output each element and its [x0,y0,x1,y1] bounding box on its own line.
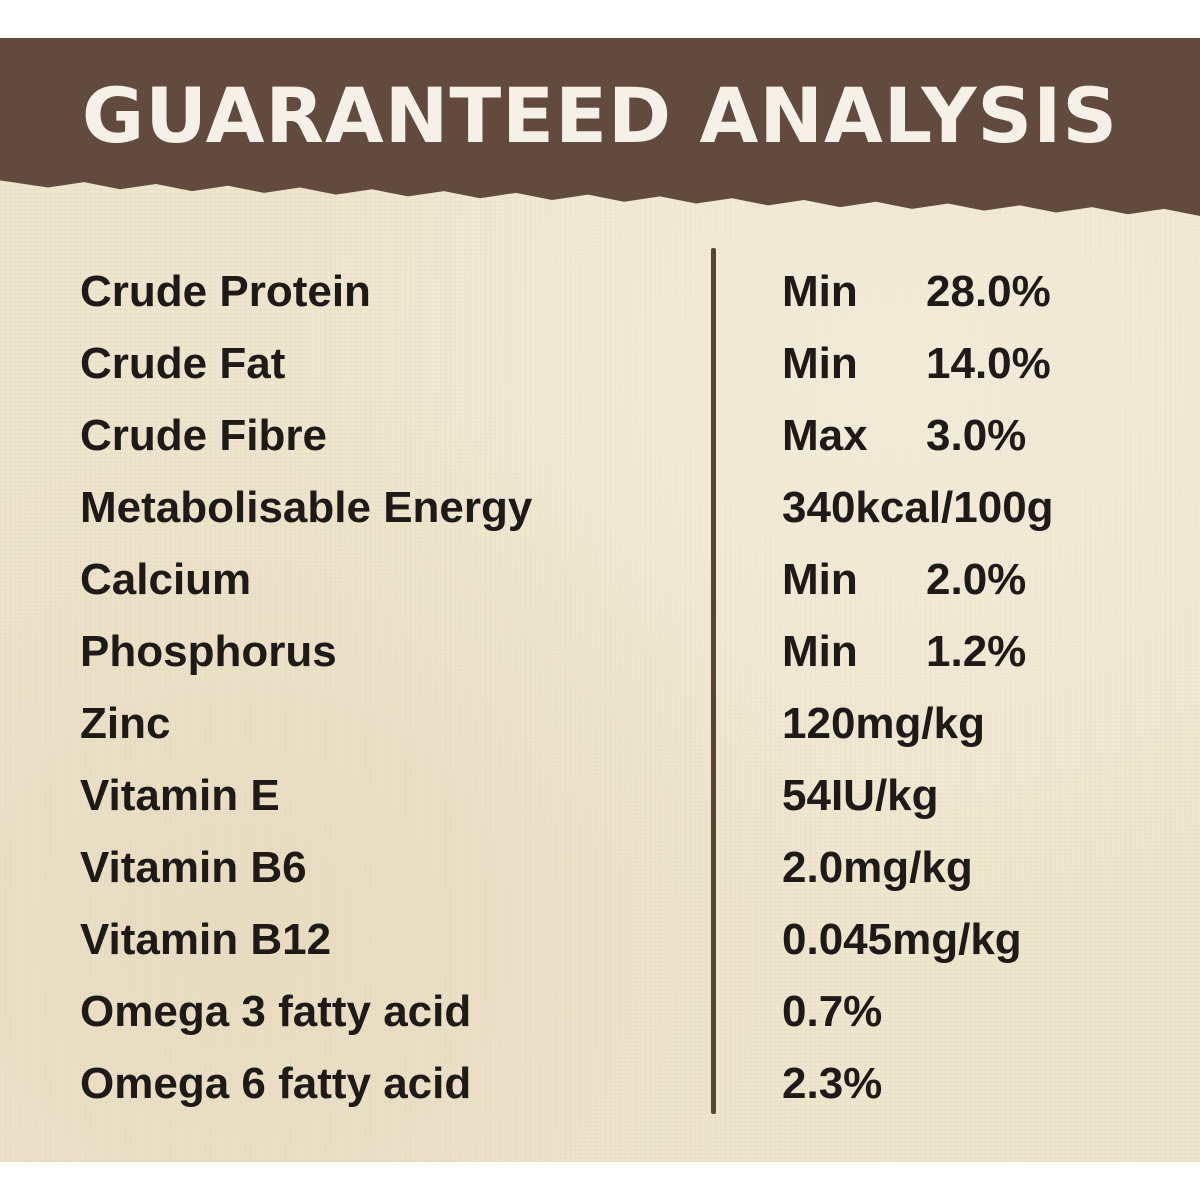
page-title: GUARANTEED ANALYSIS [81,71,1119,160]
row-value: 2.0mg/kg [782,843,973,892]
row-value: 54IU/kg [782,771,939,820]
row-label: Phosphorus [80,627,337,676]
row-value: 14.0% [926,339,1051,388]
row-label: Vitamin B6 [80,843,307,892]
row-label: Vitamin E [80,771,280,820]
row-value: 3.0% [926,411,1027,460]
header-banner: GUARANTEED ANALYSIS [0,38,1200,216]
row-value: 340kcal/100g [782,483,1054,532]
row-qualifier: Min [782,555,858,604]
row-label: Zinc [80,699,171,748]
row-qualifier: Min [782,267,858,316]
row-label: Crude Fat [80,339,286,388]
row-label: Crude Protein [80,267,371,316]
row-value: 28.0% [926,267,1051,316]
row-label: Omega 3 fatty acid [80,987,472,1036]
row-value: 0.045mg/kg [782,915,1022,964]
row-label: Metabolisable Energy [80,483,533,532]
row-label: Crude Fibre [80,411,327,460]
row-value: 2.3% [782,1059,883,1108]
row-label: Vitamin B12 [80,915,332,964]
row-qualifier: Min [782,339,858,388]
row-qualifier: Min [782,627,858,676]
row-label: Calcium [80,555,252,604]
textured-background [0,38,1200,1162]
row-value: 120mg/kg [782,699,985,748]
column-divider [711,248,716,1114]
row-value: 1.2% [926,627,1027,676]
row-value: 2.0% [926,555,1027,604]
row-value: 0.7% [782,987,883,1036]
row-label: Omega 6 fatty acid [80,1059,472,1108]
row-qualifier: Max [782,411,868,460]
